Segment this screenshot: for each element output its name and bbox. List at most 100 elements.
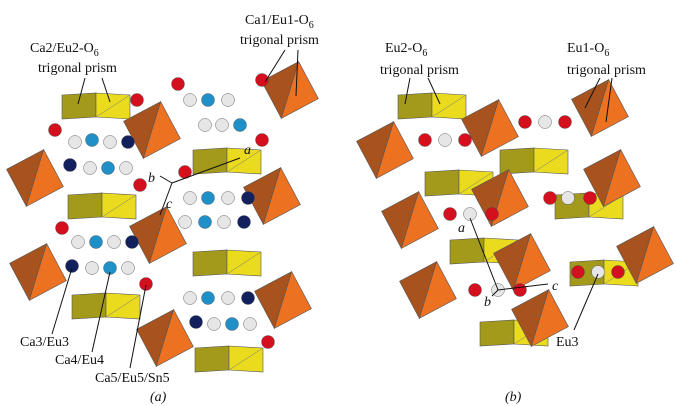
atom (199, 216, 212, 229)
caption: (a) (150, 390, 167, 405)
atom (179, 216, 192, 229)
axis-label: b (148, 171, 155, 186)
label-text: Ca2/Eu2-O (30, 41, 94, 56)
atom (64, 159, 77, 172)
atom (134, 179, 147, 192)
octahedron (262, 62, 319, 119)
prism-half (195, 346, 229, 372)
atom (242, 192, 255, 205)
label: Eu3 (556, 335, 579, 350)
atom (86, 262, 99, 275)
octahedron (572, 80, 629, 137)
atom (72, 236, 85, 249)
label: Ca5/Eu5/Sn5 (95, 371, 170, 386)
atom (469, 284, 482, 297)
atom (184, 292, 197, 305)
octahedron (130, 207, 187, 264)
axis-label: c (166, 197, 173, 212)
label-sub: 6 (94, 48, 99, 59)
prism-half (480, 320, 514, 346)
atom (122, 136, 135, 149)
label-text: Eu1-O (567, 41, 604, 56)
atom (49, 124, 62, 137)
atom (126, 236, 139, 249)
atom (544, 192, 557, 205)
atom (222, 94, 235, 107)
octahedron (124, 102, 181, 159)
atom (140, 278, 153, 291)
atom (444, 208, 457, 221)
atom (202, 94, 215, 107)
octahedron (255, 272, 312, 329)
atom (222, 292, 235, 305)
axis-label: b (484, 295, 491, 310)
label-text: Eu2-O (385, 41, 422, 56)
label: Ca2/Eu2-O6 (30, 41, 99, 59)
octahedron (357, 122, 414, 179)
axis-label: a (244, 143, 251, 158)
atom (90, 236, 103, 249)
prism-half (425, 170, 459, 196)
atom (486, 208, 499, 221)
atom (208, 318, 221, 331)
atom (262, 336, 275, 349)
atom (131, 94, 144, 107)
atom (120, 162, 133, 175)
atom (562, 192, 575, 205)
octahedron (10, 244, 67, 301)
atom (234, 119, 247, 132)
label-sub: 6 (604, 48, 609, 59)
atom (190, 316, 203, 329)
label: Ca4/Eu4 (55, 353, 104, 368)
atom (459, 134, 472, 147)
atom (226, 318, 239, 331)
atom (584, 192, 597, 205)
figure: Ca2/Eu2-O6 trigonal prism Ca1/Eu1-O6 tri… (0, 0, 676, 406)
label: trigonal prism (567, 63, 646, 78)
atom (218, 216, 231, 229)
atom (66, 260, 79, 273)
atom (559, 116, 572, 129)
label: trigonal prism (240, 33, 319, 48)
atom (69, 136, 82, 149)
atom (184, 94, 197, 107)
prism-half (62, 93, 96, 119)
prism-half (193, 148, 227, 174)
prism-half (398, 93, 432, 119)
atom (572, 266, 585, 279)
atom (238, 216, 251, 229)
octahedron (7, 150, 64, 207)
atom (222, 192, 235, 205)
axis-label: c (552, 279, 559, 294)
atom (439, 134, 452, 147)
octahedron (137, 310, 194, 367)
atom (514, 284, 527, 297)
atom (242, 292, 255, 305)
label: Ca1/Eu1-O6 (245, 13, 314, 31)
prism-half (500, 148, 534, 174)
atom (56, 222, 69, 235)
atom (519, 116, 532, 129)
octahedron (382, 192, 439, 249)
atom (419, 134, 432, 147)
atom (244, 318, 257, 331)
prism-half (72, 293, 106, 319)
atom (539, 116, 552, 129)
label: trigonal prism (38, 61, 117, 76)
axis-label: a (458, 221, 465, 236)
atom (86, 134, 99, 147)
atom (84, 162, 97, 175)
label-text: Ca1/Eu1-O (245, 13, 309, 28)
prism-half (68, 193, 102, 219)
octahedron (400, 262, 457, 319)
label-sub: 6 (309, 20, 314, 31)
label: Eu1-O6 (567, 41, 609, 59)
atom (104, 136, 117, 149)
octahedron (462, 100, 519, 157)
label: trigonal prism (380, 63, 459, 78)
atom (612, 266, 625, 279)
atom (256, 134, 269, 147)
atom (202, 192, 215, 205)
atom (216, 119, 229, 132)
caption: (b) (505, 390, 522, 405)
